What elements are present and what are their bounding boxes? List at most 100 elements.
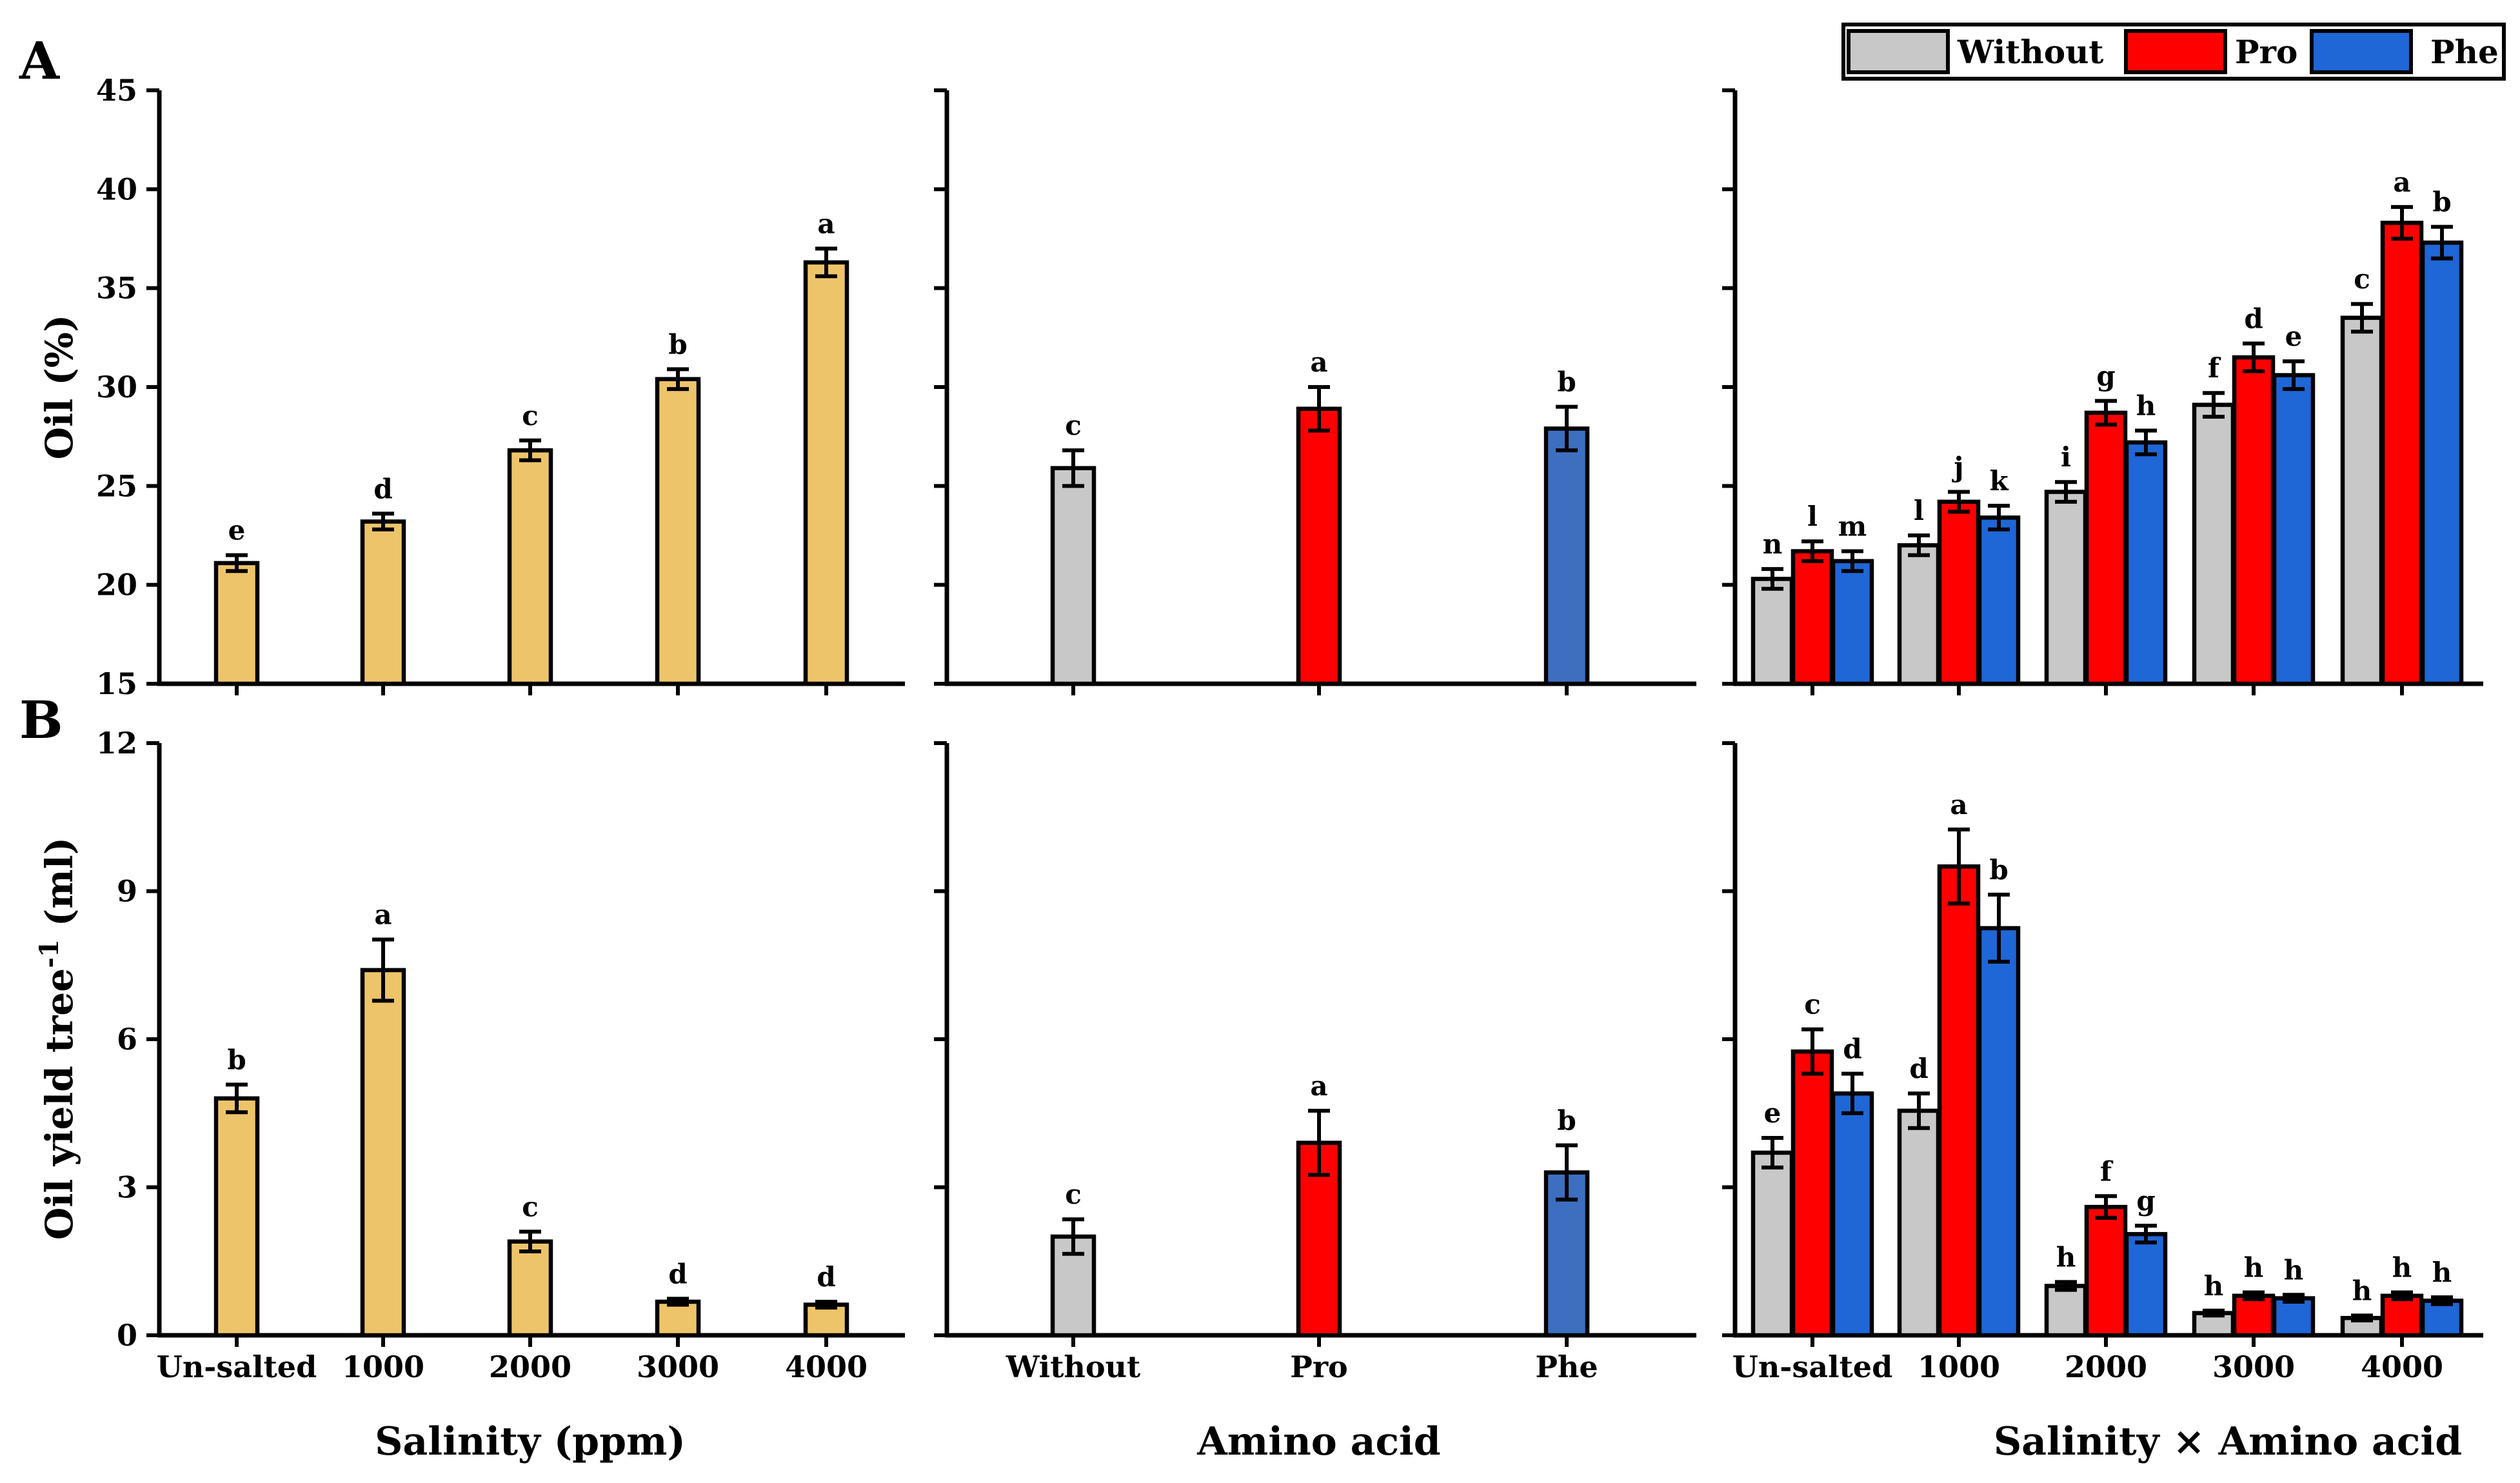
interaction-bar-pro (2380, 1293, 2424, 1338)
x-tick-label-interaction: 4000 (2361, 1349, 2443, 1384)
interaction-sig-letter: f (2100, 1155, 2114, 1187)
interaction-sig-letter: g (2096, 360, 2115, 392)
interaction-bar-phe (1977, 515, 2021, 686)
interaction-bar-phe (2272, 1296, 2316, 1338)
amino-sig-letter: c (1065, 410, 1082, 441)
salinity-sig-letter: c (522, 400, 539, 432)
x-axis-labels: Un-salted 1000 2000 3000 4000 Without Pro Phe Un… (157, 1349, 2462, 1464)
x-axis-title-3: Salinity × Amino acid (1994, 1419, 2462, 1464)
interaction-sig-letter: f (2208, 352, 2221, 384)
salinity-sig-letter: d (373, 473, 392, 504)
x-tick-label-interaction: Un-salted (1732, 1349, 1893, 1384)
amino-sig-letter: b (1557, 366, 1576, 398)
legend: Without Pro Phe (1841, 23, 2506, 81)
interaction-bar-pro (1937, 499, 1981, 686)
salinity-bar-un-salted (213, 561, 260, 686)
interaction-bar-pro (1791, 1049, 1834, 1338)
x-axis-title-1: Salinity (ppm) (375, 1419, 686, 1464)
interaction-bar-pro (2380, 221, 2424, 686)
interaction-bar-phe (1977, 926, 2021, 1338)
salinity-bar-2000 (507, 448, 553, 686)
x-tick-label-amino: Phe (1535, 1349, 1598, 1384)
interaction-sig-letter: a (1950, 789, 1967, 821)
interaction-bar-pro (1791, 549, 1834, 686)
amino-bar-phe (1543, 426, 1590, 686)
x-tick-label-amino: Pro (1290, 1349, 1348, 1384)
interaction-sig-letter: b (2432, 186, 2451, 218)
interaction-sig-letter: h (2136, 390, 2156, 421)
salinity-sig-letter: a (817, 208, 835, 239)
x-tick-label-salinity: 2000 (489, 1349, 571, 1384)
interaction-sig-letter: i (2061, 441, 2071, 473)
interaction-sig-letter: h (2392, 1251, 2412, 1283)
salinity-sig-letter: b (227, 1044, 246, 1075)
interaction-bar-without (2044, 1284, 2088, 1338)
panel-letter-a: A (19, 30, 60, 91)
interaction-sig-letter: l (1914, 495, 1924, 526)
interaction-bar-phe (2124, 440, 2168, 686)
interaction-sig-letter: h (2284, 1254, 2304, 1286)
interaction-bar-without (2192, 403, 2236, 686)
x-tick-label-salinity: 3000 (637, 1349, 719, 1384)
interaction-sig-letter: n (1763, 528, 1783, 560)
interaction-bar-phe (1830, 559, 1874, 686)
interaction-sig-letter: h (2432, 1257, 2452, 1288)
interaction-sig-letter: e (2285, 321, 2303, 352)
salinity-bar-1000 (360, 519, 406, 686)
panel-b-2: c a b (934, 741, 1696, 1347)
interaction-bar-phe (2420, 240, 2464, 686)
y-axis-title-b: Oil yield tree-1 (ml) (34, 837, 81, 1240)
x-tick-label-amino: Without (1006, 1349, 1141, 1384)
amino-bar-without (1050, 466, 1096, 686)
interaction-bar-without (2340, 315, 2384, 686)
salinity-bar-1000 (360, 968, 406, 1338)
x-axis-title-2: Amino acid (1196, 1419, 1441, 1464)
salinity-sig-letter: e (228, 515, 246, 546)
x-tick-label-salinity: 1000 (342, 1349, 424, 1384)
interaction-bar-without (1897, 543, 1941, 686)
amino-sig-letter: a (1310, 1070, 1327, 1102)
interaction-sig-letter: h (2244, 1251, 2264, 1283)
salinity-sig-letter: c (522, 1191, 539, 1222)
legend-swatch-without (1847, 29, 1950, 74)
interaction-bar-pro (1937, 864, 1981, 1338)
panel-letter-b: B (19, 690, 63, 750)
interaction-bar-phe (2272, 373, 2316, 686)
x-tick-label-salinity: Un-salted (157, 1349, 317, 1384)
interaction-sig-letter: e (1764, 1097, 1781, 1129)
salinity-bar-4000 (803, 260, 849, 686)
salinity-bar-3000 (655, 377, 701, 686)
interaction-sig-letter: d (1843, 1033, 1861, 1065)
x-tick-label-interaction: 2000 (2065, 1349, 2147, 1384)
x-tick-label-interaction: 3000 (2212, 1349, 2295, 1384)
interaction-bar-pro (2232, 355, 2276, 686)
interaction-bar-without (1751, 1150, 1794, 1338)
y-tick-label: 15 (96, 666, 137, 701)
interaction-bar-pro (2232, 1293, 2276, 1338)
y-tick-label: 0 (117, 1318, 137, 1353)
y-tick-label: 9 (117, 874, 137, 909)
interaction-sig-letter: d (1909, 1053, 1928, 1084)
x-tick-label-salinity: 4000 (785, 1349, 868, 1384)
interaction-sig-letter: h (2352, 1275, 2372, 1306)
interaction-sig-letter: h (2056, 1241, 2076, 1273)
y-tick-label: 3 (117, 1170, 137, 1205)
salinity-bar-un-salted (213, 1096, 260, 1338)
interaction-sig-letter: h (2204, 1270, 2224, 1302)
salinity-sig-letter: b (668, 328, 687, 360)
y-tick-label: 6 (117, 1022, 137, 1057)
y-tick-label: 30 (96, 370, 137, 404)
panel-a-2: c a b (934, 88, 1696, 695)
interaction-sig-letter: m (1838, 511, 1867, 542)
y-tick-label: 12 (96, 726, 137, 761)
legend-swatch-phe (2310, 29, 2413, 74)
amino-sig-letter: c (1065, 1179, 1082, 1210)
legend-swatch-pro (2124, 29, 2227, 74)
y-tick-label: 45 (96, 73, 137, 108)
interaction-bar-pro (2084, 410, 2128, 686)
